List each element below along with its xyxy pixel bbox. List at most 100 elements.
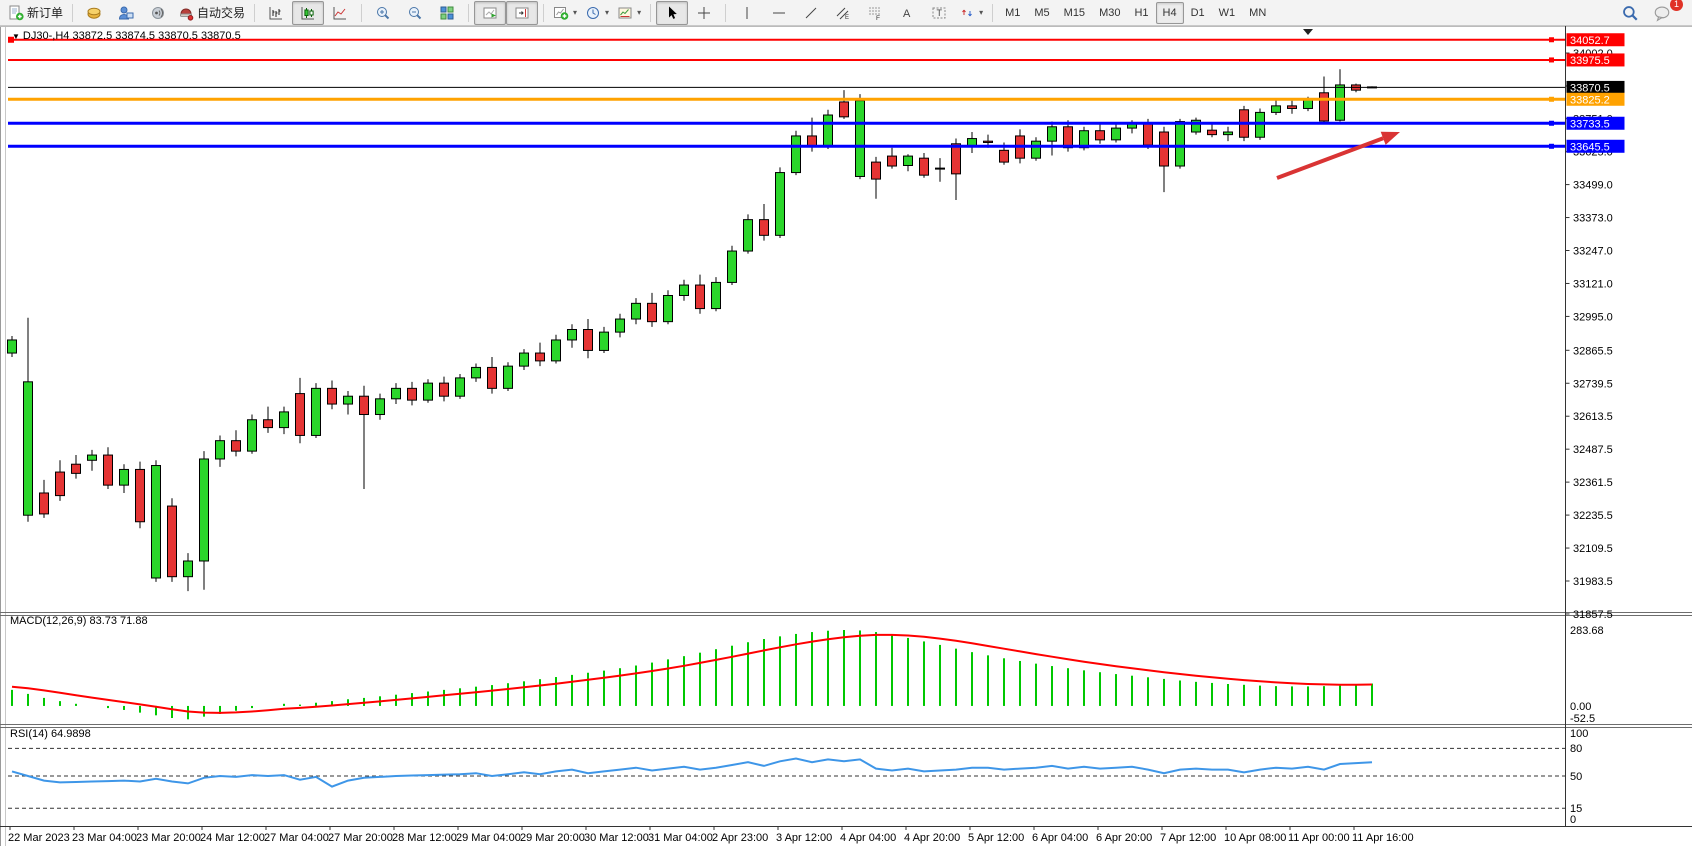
level-lines[interactable] (8, 36, 1565, 149)
toolbar-separator (361, 3, 363, 22)
autotrading-icon (178, 5, 194, 21)
svg-text:283.68: 283.68 (1570, 625, 1604, 637)
svg-text:32995.0: 32995.0 (1573, 311, 1613, 323)
svg-text:10 Apr 08:00: 10 Apr 08:00 (1224, 832, 1286, 844)
line-chart-icon (332, 5, 348, 21)
text-label-tool-button[interactable]: T (923, 1, 955, 25)
templates-button[interactable]: ▾ (613, 1, 645, 25)
crosshair-icon (696, 5, 712, 21)
symbol-period: DJ30-,H4 (22, 30, 70, 42)
svg-text:2 Apr 23:00: 2 Apr 23:00 (712, 832, 768, 844)
svg-text:33870.5: 33870.5 (1570, 82, 1610, 94)
tf-M30[interactable]: M30 (1099, 6, 1121, 19)
shift-marker (1303, 29, 1313, 35)
svg-text:29 Mar 04:00: 29 Mar 04:00 (456, 832, 521, 844)
tf-W1[interactable]: W1 (1218, 6, 1236, 19)
fibonacci-tool-button[interactable]: F (859, 1, 891, 25)
cursor-icon (664, 5, 680, 21)
arrows-icon (959, 5, 975, 21)
toolbar: 新订单 自动交易 (0, 0, 1692, 26)
svg-text:33645.5: 33645.5 (1570, 141, 1610, 153)
zoom-in-icon (375, 5, 391, 21)
timeframe-group: M1 M5 M15 M30 H1 H4 D1 W1 MN (998, 1, 1273, 24)
toolbar-separator (992, 3, 994, 22)
svg-text:11 Apr 00:00: 11 Apr 00:00 (1288, 832, 1350, 844)
svg-text:6 Apr 04:00: 6 Apr 04:00 (1032, 832, 1088, 844)
toolbar-separator (725, 3, 727, 22)
horizontal-line-tool-button[interactable] (763, 1, 795, 25)
horizontal-line-icon (771, 5, 787, 21)
svg-text:F: F (876, 15, 880, 21)
chat-icon (1653, 4, 1671, 22)
trendline-icon (803, 5, 819, 21)
new-order-button[interactable]: 新订单 (4, 1, 67, 25)
price-axis[interactable]: 34002.033876.033751.033625.033499.033373… (1565, 26, 1625, 826)
zoom-in-button[interactable] (367, 1, 399, 25)
line-chart-button[interactable] (324, 1, 356, 25)
autotrading-button[interactable]: 自动交易 (174, 1, 249, 25)
arrows-dropdown-caret: ▾ (979, 8, 984, 17)
svg-text:22 Mar 2023: 22 Mar 2023 (8, 832, 70, 844)
trendline-tool-button[interactable] (795, 1, 827, 25)
svg-text:32109.5: 32109.5 (1573, 543, 1613, 555)
signals-button[interactable] (142, 1, 174, 25)
chat-button[interactable]: 1 (1646, 0, 1683, 25)
svg-text:31983.5: 31983.5 (1573, 576, 1613, 588)
svg-text:100: 100 (1570, 728, 1588, 740)
indicators-icon (553, 5, 569, 21)
candlestick-chart-button[interactable] (292, 0, 325, 25)
auto-scroll-icon (482, 5, 498, 21)
svg-text:24 Mar 12:00: 24 Mar 12:00 (200, 832, 265, 844)
text-label-icon: T (931, 5, 947, 21)
rsi-pane (8, 747, 1565, 809)
arrows-tool-button[interactable]: ▾ (955, 1, 987, 25)
tf-D1[interactable]: D1 (1190, 6, 1205, 19)
symbol-dropdown-icon[interactable]: ▼ (12, 32, 20, 41)
fibonacci-icon: F (867, 5, 883, 21)
search-button[interactable] (1614, 1, 1646, 25)
tf-M1[interactable]: M1 (1005, 6, 1021, 19)
toolbar-separator (650, 3, 652, 22)
candlestick-chart-icon (300, 5, 316, 21)
svg-text:33247.0: 33247.0 (1573, 246, 1613, 258)
tf-M5[interactable]: M5 (1034, 6, 1050, 19)
low-value: 33870.5 (158, 30, 198, 42)
toolbar-right-group: 1 (1614, 0, 1683, 25)
indicators-button[interactable]: ▾ (549, 1, 581, 25)
autotrading-label: 自动交易 (197, 6, 246, 20)
chart-shift-button[interactable] (506, 0, 539, 25)
auto-scroll-button[interactable] (474, 0, 507, 25)
trend-arrow-annotation[interactable] (1276, 131, 1400, 180)
tf-MN[interactable]: MN (1249, 6, 1267, 19)
search-icon (1621, 4, 1639, 22)
chart-canvas[interactable]: 34002.033876.033751.033625.033499.033373… (0, 26, 1692, 850)
tf-H1[interactable]: H1 (1134, 6, 1149, 19)
cursor-tool-button[interactable] (656, 0, 689, 25)
svg-text:4 Apr 04:00: 4 Apr 04:00 (840, 832, 896, 844)
svg-text:27 Mar 04:00: 27 Mar 04:00 (264, 832, 329, 844)
profile-icon (118, 5, 134, 21)
tile-windows-button[interactable] (431, 1, 463, 25)
tf-H4[interactable]: H4 (1155, 1, 1184, 24)
zoom-out-button[interactable] (399, 1, 431, 25)
bar-chart-button[interactable] (260, 1, 292, 25)
candles (7, 69, 1377, 592)
text-tool-button[interactable]: A (891, 1, 923, 25)
vertical-line-tool-button[interactable] (731, 1, 763, 25)
periods-button[interactable]: ▾ (581, 1, 613, 25)
crosshair-tool-button[interactable] (688, 1, 720, 25)
svg-text:33499.0: 33499.0 (1573, 180, 1613, 192)
svg-text:33825.2: 33825.2 (1570, 94, 1610, 106)
tf-M15[interactable]: M15 (1063, 6, 1086, 19)
equidistant-channel-tool-button[interactable]: E (827, 1, 859, 25)
svg-text:34052.7: 34052.7 (1570, 35, 1610, 47)
svg-text:3 Apr 12:00: 3 Apr 12:00 (776, 832, 832, 844)
svg-text:50: 50 (1570, 771, 1582, 783)
svg-text:28 Mar 12:00: 28 Mar 12:00 (392, 832, 457, 844)
profile-button[interactable] (110, 1, 142, 25)
open-value: 33872.5 (72, 30, 113, 42)
svg-text:32487.5: 32487.5 (1573, 444, 1613, 456)
time-axis[interactable]: 22 Mar 2023 23 Mar 04:00 23 Mar 20:00 24 Ma… (0, 826, 1692, 844)
history-button[interactable] (78, 1, 110, 25)
